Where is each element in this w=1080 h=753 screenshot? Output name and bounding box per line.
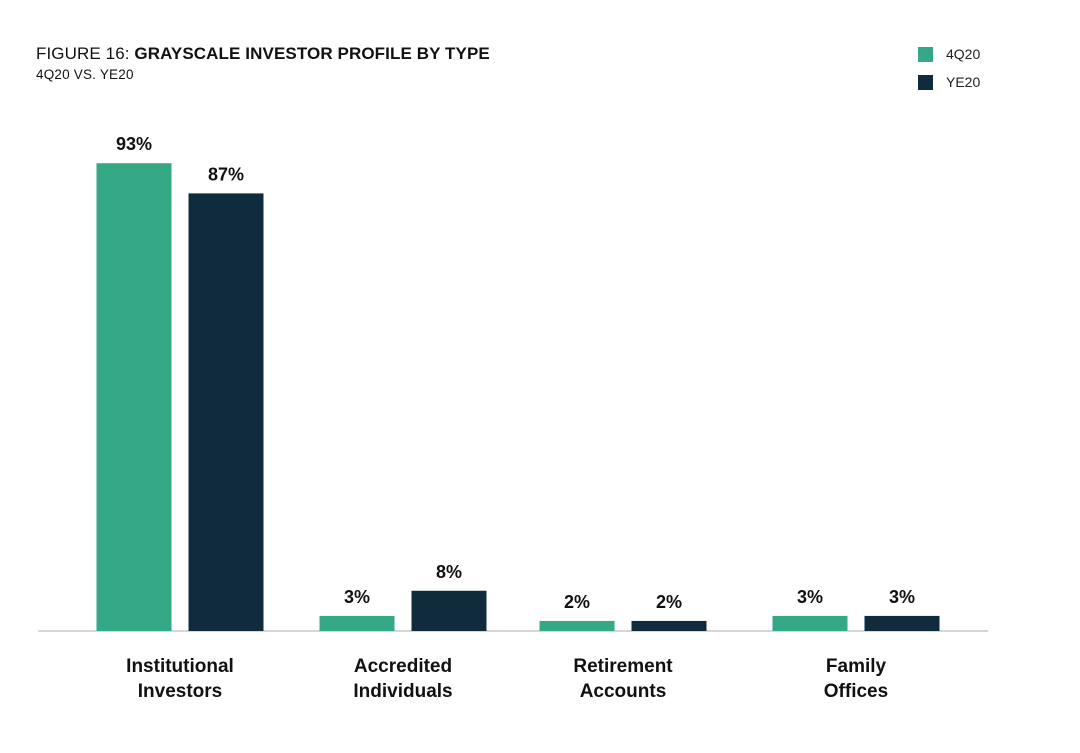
chart-title-block: FIGURE 16: GRAYSCALE INVESTOR PROFILE BY… bbox=[36, 44, 490, 84]
data-label-ye20-3: 3% bbox=[889, 587, 915, 607]
legend-label-4q20: 4Q20 bbox=[946, 46, 981, 62]
legend-item-4q20: 4Q20 bbox=[918, 45, 980, 63]
bar-4q20-2 bbox=[539, 620, 615, 631]
data-label-ye20-0: 87% bbox=[208, 164, 244, 184]
bar-ye20-3 bbox=[864, 615, 940, 631]
bar-ye20-2 bbox=[631, 620, 707, 631]
data-label-ye20-2: 2% bbox=[656, 592, 682, 612]
data-label-ye20-1: 8% bbox=[436, 562, 462, 582]
bar-4q20-3 bbox=[772, 615, 848, 631]
legend-label-ye20: YE20 bbox=[946, 74, 981, 90]
data-label-4q20-0: 93% bbox=[116, 134, 152, 154]
data-label-4q20-2: 2% bbox=[564, 592, 590, 612]
category-label-1: Accredited Individuals bbox=[353, 656, 452, 702]
chart-title: FIGURE 16: GRAYSCALE INVESTOR PROFILE BY… bbox=[36, 44, 490, 64]
category-label-3: Family Offices bbox=[824, 656, 888, 702]
chart-subtitle: 4Q20 VS. YE20 bbox=[36, 67, 134, 82]
category-label-0: Institutional Investors bbox=[126, 656, 234, 702]
chart-legend: 4Q20 YE20 bbox=[918, 45, 980, 101]
legend-swatch-ye20 bbox=[918, 74, 933, 90]
data-label-4q20-3: 3% bbox=[797, 587, 823, 607]
category-label-2: Retirement Accounts bbox=[573, 656, 673, 702]
bar-ye20-1 bbox=[411, 590, 487, 631]
figure-number: FIGURE 16: bbox=[36, 44, 135, 63]
data-label-4q20-1: 3% bbox=[344, 587, 370, 607]
bar-4q20-1 bbox=[319, 615, 395, 631]
chart-title-text: GRAYSCALE INVESTOR PROFILE BY TYPE bbox=[134, 44, 490, 63]
bar-4q20-0 bbox=[96, 163, 172, 631]
legend-swatch-4q20 bbox=[918, 46, 933, 62]
legend-item-ye20: YE20 bbox=[918, 73, 980, 91]
bar-ye20-0 bbox=[188, 193, 264, 631]
